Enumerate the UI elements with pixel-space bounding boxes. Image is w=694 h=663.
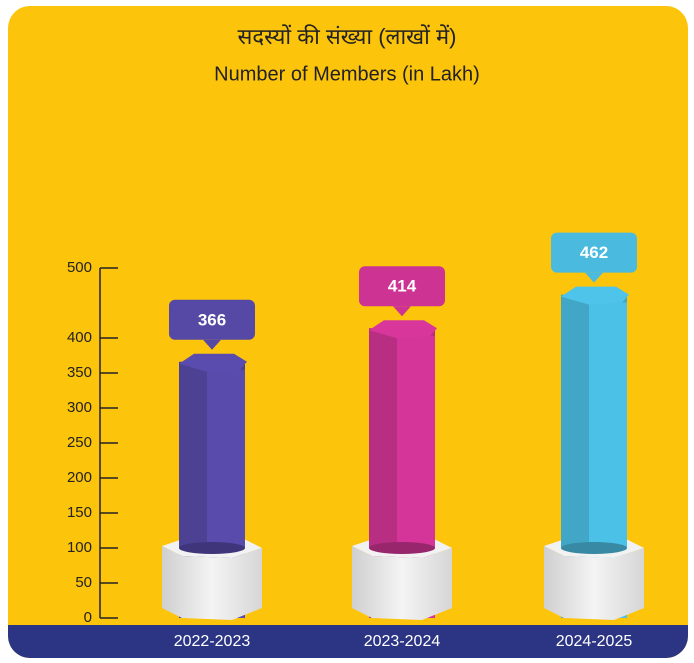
bar-cap [561, 286, 629, 305]
label-pointer [203, 339, 221, 350]
category-band [8, 625, 688, 658]
y-tick-label: 50 [75, 574, 92, 591]
y-tick-label: 150 [67, 504, 92, 521]
y-tick-label: 100 [67, 539, 92, 556]
y-tick-label: 400 [67, 329, 92, 346]
y-tick-label: 0 [84, 609, 92, 626]
label-bubble [551, 232, 637, 273]
x-tick-label: 2024-2025 [556, 633, 633, 650]
bar-base [369, 542, 435, 554]
y-tick-label: 200 [67, 469, 92, 486]
chart-title: सदस्यों की संख्या (लाखों में) [238, 24, 457, 49]
value-label: 366 [198, 310, 226, 329]
x-tick-label: 2022-2023 [174, 633, 251, 650]
label-pointer [585, 272, 603, 283]
pedestal [352, 546, 452, 620]
label-bubble [359, 266, 445, 307]
y-tick-label: 250 [67, 434, 92, 451]
bar-base [179, 542, 245, 554]
y-tick-label: 500 [67, 259, 92, 276]
bar-cap [369, 320, 437, 339]
label-bubble [169, 299, 255, 340]
x-tick-label: 2023-2024 [364, 633, 441, 650]
chart-subtitle: Number of Members (in Lakh) [214, 63, 480, 85]
label-pointer [393, 306, 411, 317]
y-tick-label: 350 [67, 364, 92, 381]
pedestal [162, 546, 262, 620]
value-label: 414 [388, 277, 417, 296]
value-label: 462 [580, 243, 608, 262]
bar-base [561, 542, 627, 554]
pedestal [544, 546, 644, 620]
bar-cap [179, 353, 247, 372]
y-tick-label: 300 [67, 399, 92, 416]
